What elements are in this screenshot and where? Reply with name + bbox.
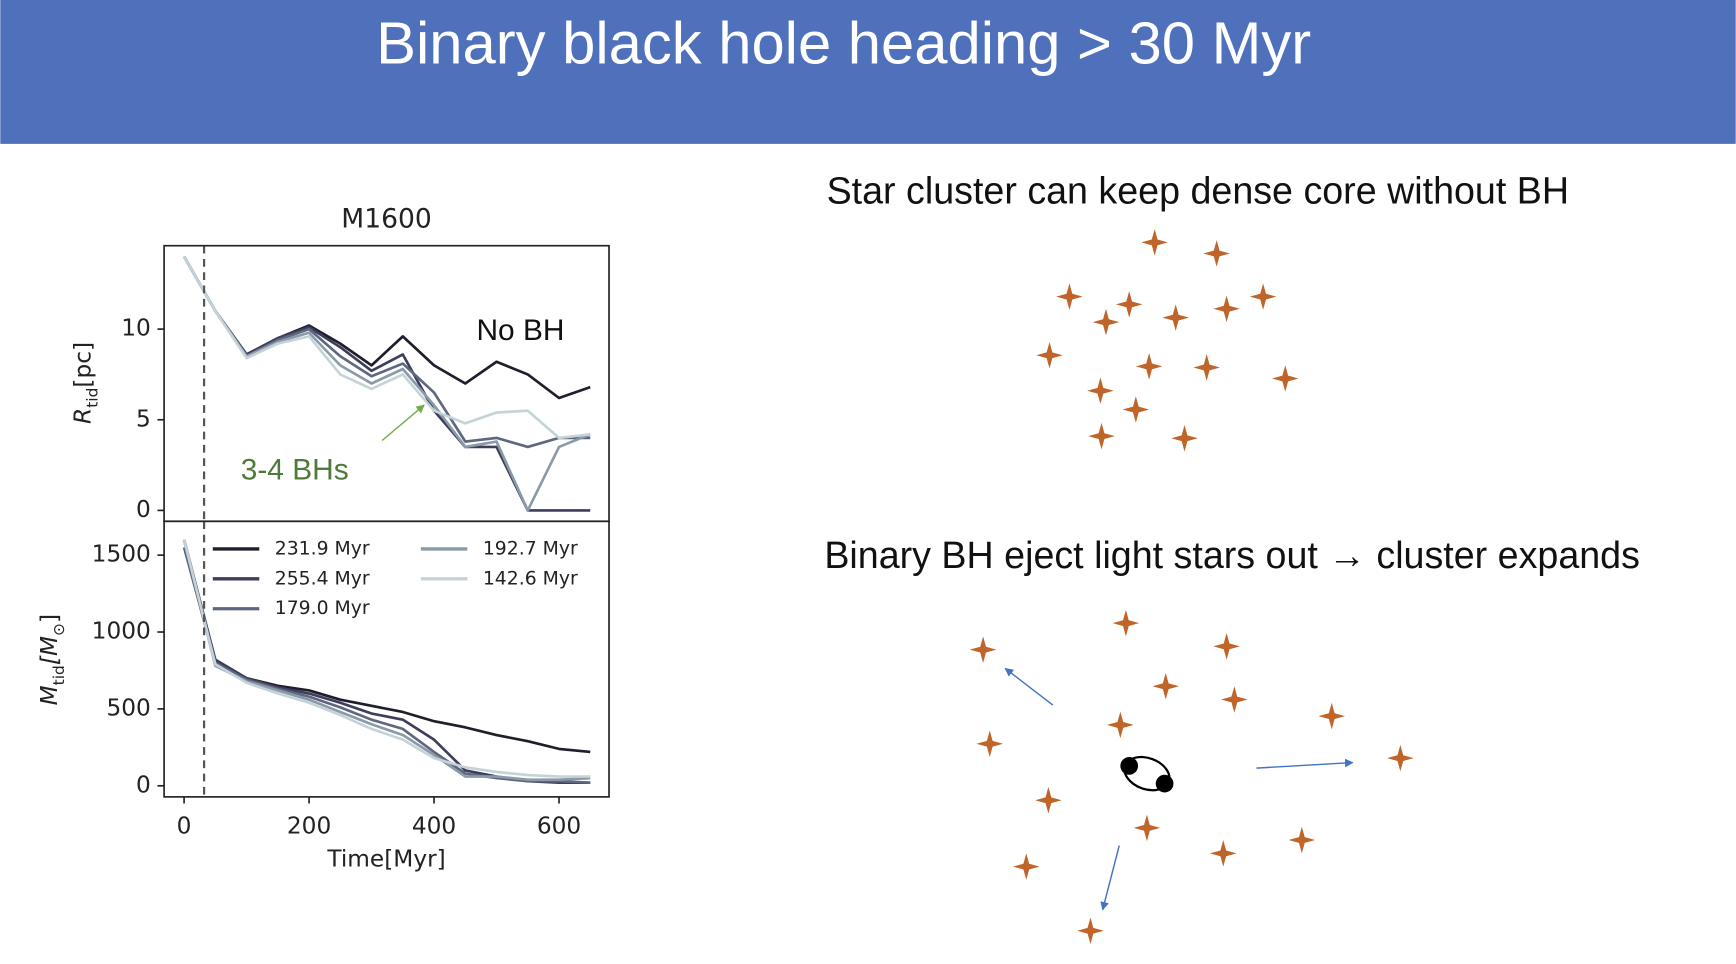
star	[1249, 283, 1277, 310]
star	[976, 730, 1004, 758]
y-label-unit-sub: ⊙	[50, 623, 68, 636]
y-tick-label: 1000	[92, 618, 151, 645]
star	[1387, 744, 1414, 772]
x-tick-label: 400	[412, 812, 456, 839]
y-label-unit: [pc]	[69, 342, 96, 388]
annotation: No BH	[476, 314, 564, 347]
x-axis-label: Time[Myr]	[326, 845, 445, 872]
star	[1271, 365, 1299, 392]
y-label-symbol: R	[69, 408, 96, 424]
annotation: 3-4 BHs	[241, 453, 349, 486]
star	[1213, 295, 1240, 323]
star	[1012, 853, 1040, 880]
chart-title: M1600	[341, 204, 431, 235]
x-tick-label: 200	[287, 812, 331, 839]
y-tick-label: 10	[121, 315, 151, 342]
plot-area	[182, 521, 591, 797]
y-tick-label: 5	[136, 405, 151, 432]
x-tick-label: 0	[177, 812, 192, 839]
header-bar	[0, 0, 1736, 144]
star	[1036, 341, 1063, 369]
star	[969, 636, 997, 663]
binary-bh	[1120, 755, 1174, 793]
y-tick-label: 0	[136, 496, 151, 523]
y-tick-label: 1500	[92, 541, 151, 568]
star	[1133, 814, 1161, 842]
eject-arrow	[1004, 667, 1054, 706]
eject-arrow	[1256, 758, 1354, 769]
star	[1035, 786, 1062, 814]
legend-label: 192.7 Myr	[483, 538, 578, 559]
panel-caption: Star cluster can keep dense core without…	[827, 170, 1569, 212]
y-axis-label: Rtid[pc]	[69, 342, 101, 424]
y-label-symbol: M	[36, 685, 63, 705]
star	[1203, 240, 1230, 267]
star	[1122, 396, 1150, 423]
slide-title: Binary black hole heading > 30 Myr	[376, 9, 1311, 76]
panel-caption: Binary BH eject light stars out → cluste…	[824, 534, 1640, 576]
star	[1077, 917, 1104, 945]
y-label-unit-end: ]	[36, 614, 63, 623]
plot-frame	[163, 520, 610, 798]
star	[1213, 633, 1240, 660]
legend-label: 231.9 Myr	[275, 538, 370, 559]
y-axis-label: Mtid[M⊙]	[36, 614, 68, 705]
black-hole	[1155, 774, 1174, 793]
star	[1318, 702, 1346, 730]
legend-label: 255.4 Myr	[275, 568, 370, 589]
star	[1152, 672, 1180, 700]
star	[1056, 283, 1083, 310]
star	[1221, 686, 1248, 713]
star	[1209, 840, 1237, 867]
legend-label: 179.0 Myr	[275, 598, 370, 619]
y-label-sub: tid	[50, 665, 68, 685]
series-line	[182, 539, 591, 778]
star	[1288, 826, 1316, 854]
series-line	[182, 255, 591, 440]
star	[1115, 291, 1143, 318]
star	[1088, 422, 1115, 450]
star	[1092, 308, 1120, 336]
x-tick-label: 600	[537, 812, 581, 839]
star	[1135, 353, 1163, 380]
legend-label: 142.6 Myr	[483, 568, 578, 589]
star	[1112, 609, 1140, 637]
star	[1193, 354, 1220, 381]
y-tick-label: 0	[136, 771, 151, 798]
black-hole	[1120, 757, 1139, 775]
y-label-sub: tid	[83, 388, 101, 408]
star	[1171, 425, 1198, 452]
star	[1087, 377, 1114, 404]
star	[1162, 304, 1189, 331]
y-label-unit: [M	[36, 636, 63, 665]
series-line	[182, 255, 591, 512]
star	[1141, 229, 1168, 256]
series-line	[182, 539, 591, 781]
star	[1107, 711, 1134, 739]
plot-area	[182, 245, 591, 522]
eject-arrow	[1100, 845, 1120, 911]
annotation-arrow	[381, 404, 425, 442]
y-tick-label: 500	[106, 694, 150, 721]
series-line	[182, 547, 591, 785]
